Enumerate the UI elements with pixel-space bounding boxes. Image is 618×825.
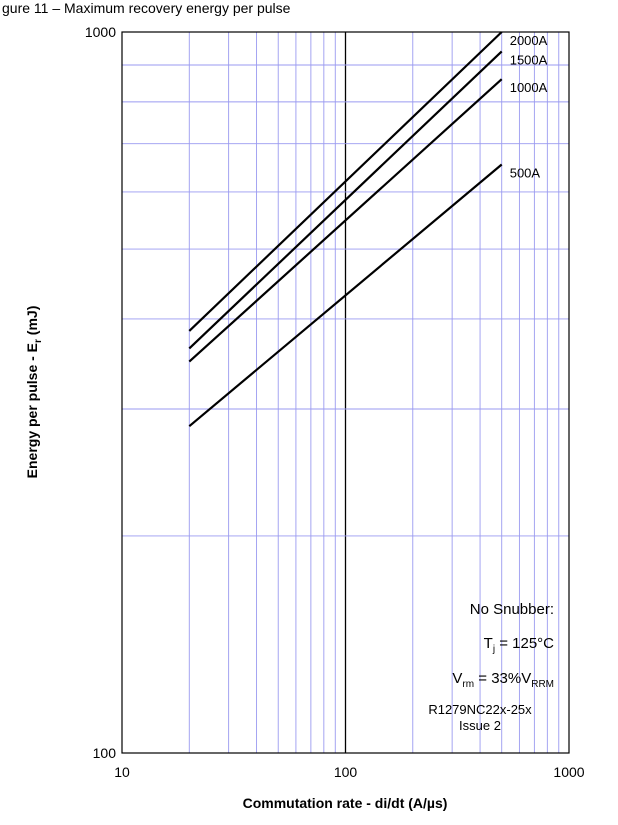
note-tj-tail: = 125°C (495, 635, 554, 652)
series-line-500A (188, 163, 503, 428)
series-label-1000A: 1000A (510, 80, 548, 95)
note-tj-sub: j (492, 644, 495, 655)
chart-caption: gure 11 – Maximum recovery energy per pu… (2, 0, 291, 16)
note-vrm-sub: rm (462, 679, 474, 690)
note-vrm-main: V (452, 670, 462, 687)
y-axis-label-sub: r (33, 339, 44, 343)
note-vrm-mid: = 33%V (474, 670, 531, 687)
y-tick-label: 100 (93, 745, 117, 761)
tick-labels: 10 100 1000 100 1000 (85, 24, 585, 780)
series-label-2000A: 2000A (510, 33, 548, 48)
y-axis-label-main: Energy per pulse - E (24, 343, 40, 478)
x-tick-label: 1000 (553, 764, 584, 780)
note-vrm-sub2: RRM (531, 679, 554, 690)
series-layer: 2000A 1500A 1000A 500A (188, 31, 548, 428)
note-vrm: Vrm = 33%VRRM (452, 670, 554, 690)
series-label-500A: 500A (510, 165, 541, 180)
series-line-2000A (188, 31, 503, 332)
note-tj-main: T (484, 635, 493, 652)
grid (122, 32, 569, 753)
note-issue: Issue 2 (459, 718, 501, 733)
series-line-1500A (188, 50, 503, 350)
y-axis-label: Energy per pulse - Er (mJ) (24, 306, 44, 479)
series-label-1500A: 1500A (510, 52, 548, 67)
x-axis-label: Commutation rate - di/dt (A/µs) (243, 795, 448, 811)
note-ref: R1279NC22x-25x (428, 702, 532, 717)
y-axis-label-tail: (mJ) (24, 306, 40, 339)
note-tj: Tj = 125°C (484, 635, 555, 655)
x-tick-label: 10 (114, 764, 130, 780)
series-line-1000A (188, 78, 503, 363)
note-snubber: No Snubber: (470, 601, 554, 618)
y-tick-label: 1000 (85, 24, 116, 40)
plot-frame (121, 31, 570, 754)
x-tick-label: 100 (334, 764, 358, 780)
conditions-note: No Snubber: Tj = 125°C Vrm = 33%VRRM R12… (428, 601, 554, 733)
